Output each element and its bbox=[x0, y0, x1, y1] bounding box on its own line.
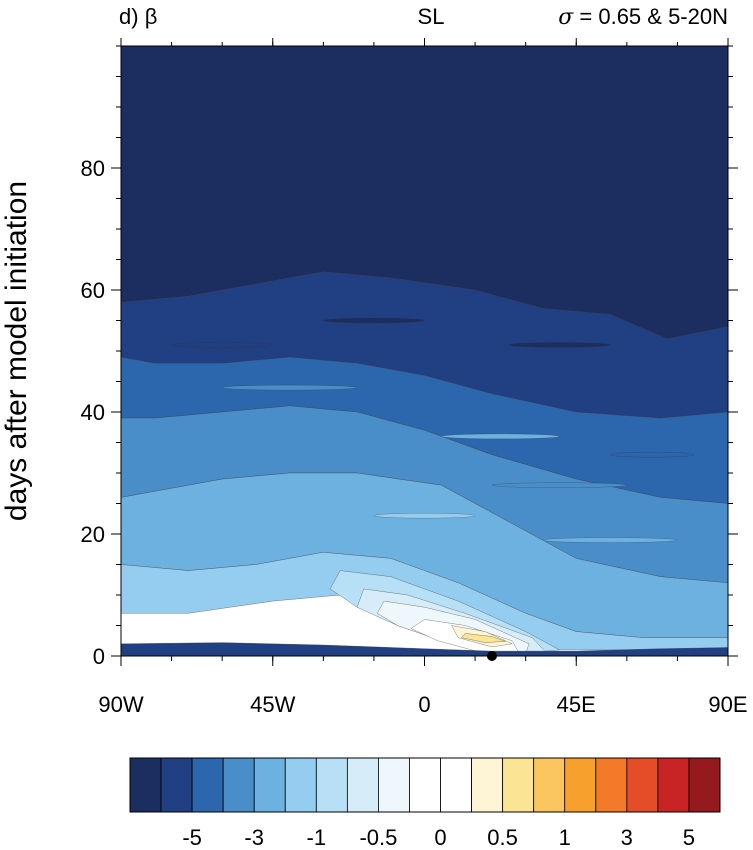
x-tick-label-3: 45E bbox=[557, 692, 596, 717]
colorbar-swatch-4 bbox=[253, 757, 286, 813]
colorbar-swatch-10 bbox=[440, 757, 472, 813]
x-tick-label-1: 45W bbox=[250, 692, 295, 717]
y-tick-label-1: 20 bbox=[81, 522, 105, 547]
contour-streak-0 bbox=[222, 384, 358, 391]
colorbar-swatch-11 bbox=[471, 757, 504, 813]
contour-streak-8 bbox=[609, 452, 695, 458]
y-tick-label-2: 40 bbox=[81, 400, 105, 425]
contour-streak-6 bbox=[323, 317, 425, 324]
colorbar-swatch-12 bbox=[502, 757, 535, 813]
axis-ticks: 90W 45W 0 45E 90E 0 20 40 60 80 bbox=[81, 38, 748, 717]
panel-right-label: σ = 0.65 & 5-20N bbox=[558, 4, 728, 30]
colorbar-swatch-17 bbox=[657, 757, 690, 813]
colorbar-swatch-7 bbox=[346, 757, 379, 813]
contour-streak-1 bbox=[441, 433, 560, 440]
contour-streak-4 bbox=[542, 537, 678, 543]
colorbar-swatch-0 bbox=[129, 757, 162, 813]
colorbar-label-1: -3 bbox=[244, 825, 264, 850]
colorbar-label-6: 1 bbox=[559, 825, 571, 850]
contour-band-12 bbox=[121, 642, 728, 656]
colorbar-swatch-5 bbox=[284, 757, 317, 813]
colorbar-swatch-9 bbox=[409, 757, 441, 813]
colorbar-swatch-3 bbox=[222, 757, 255, 813]
colorbar: -5 -3 -1 -0.5 0 0.5 1 3 5 bbox=[129, 757, 721, 850]
contour-streak-3 bbox=[373, 513, 476, 519]
contour-band-11 bbox=[461, 633, 506, 643]
y-tick-label-3: 60 bbox=[81, 278, 105, 303]
colorbar-label-4: 0 bbox=[434, 825, 446, 850]
colorbar-swatch-15 bbox=[595, 757, 628, 813]
y-tick-label-4: 80 bbox=[81, 156, 105, 181]
x-tick-label-4: 90E bbox=[708, 692, 747, 717]
panel-label: d) β bbox=[119, 4, 157, 29]
colorbar-label-2: -1 bbox=[307, 825, 327, 850]
colorbar-frame bbox=[129, 757, 721, 813]
contour-streak-2 bbox=[491, 482, 628, 488]
colorbar-label-0: -5 bbox=[182, 825, 202, 850]
y-axis-label: days after model initiation bbox=[0, 181, 33, 521]
contour-streak-7 bbox=[171, 342, 274, 348]
contour-streak-5 bbox=[508, 342, 611, 348]
colorbar-swatch-14 bbox=[564, 757, 597, 813]
colorbar-label-8: 5 bbox=[683, 825, 695, 850]
colorbar-swatch-6 bbox=[315, 757, 348, 813]
colorbar-label-5: 0.5 bbox=[487, 825, 518, 850]
x-tick-label-0: 90W bbox=[98, 692, 143, 717]
colorbar-swatch-2 bbox=[191, 757, 224, 813]
origin-marker bbox=[486, 651, 497, 661]
colorbar-swatch-16 bbox=[626, 757, 659, 813]
colorbar-swatch-8 bbox=[378, 757, 410, 813]
colorbar-swatch-18 bbox=[688, 757, 721, 813]
field-plot bbox=[121, 46, 728, 656]
x-tick-label-2: 0 bbox=[418, 692, 430, 717]
colorbar-label-3: -0.5 bbox=[359, 825, 397, 850]
colorbar-swatch-13 bbox=[533, 757, 566, 813]
panel-center-label: SL bbox=[418, 4, 445, 29]
colorbar-label-7: 3 bbox=[621, 825, 633, 850]
y-tick-label-0: 0 bbox=[93, 644, 105, 669]
colorbar-swatch-1 bbox=[160, 757, 193, 813]
